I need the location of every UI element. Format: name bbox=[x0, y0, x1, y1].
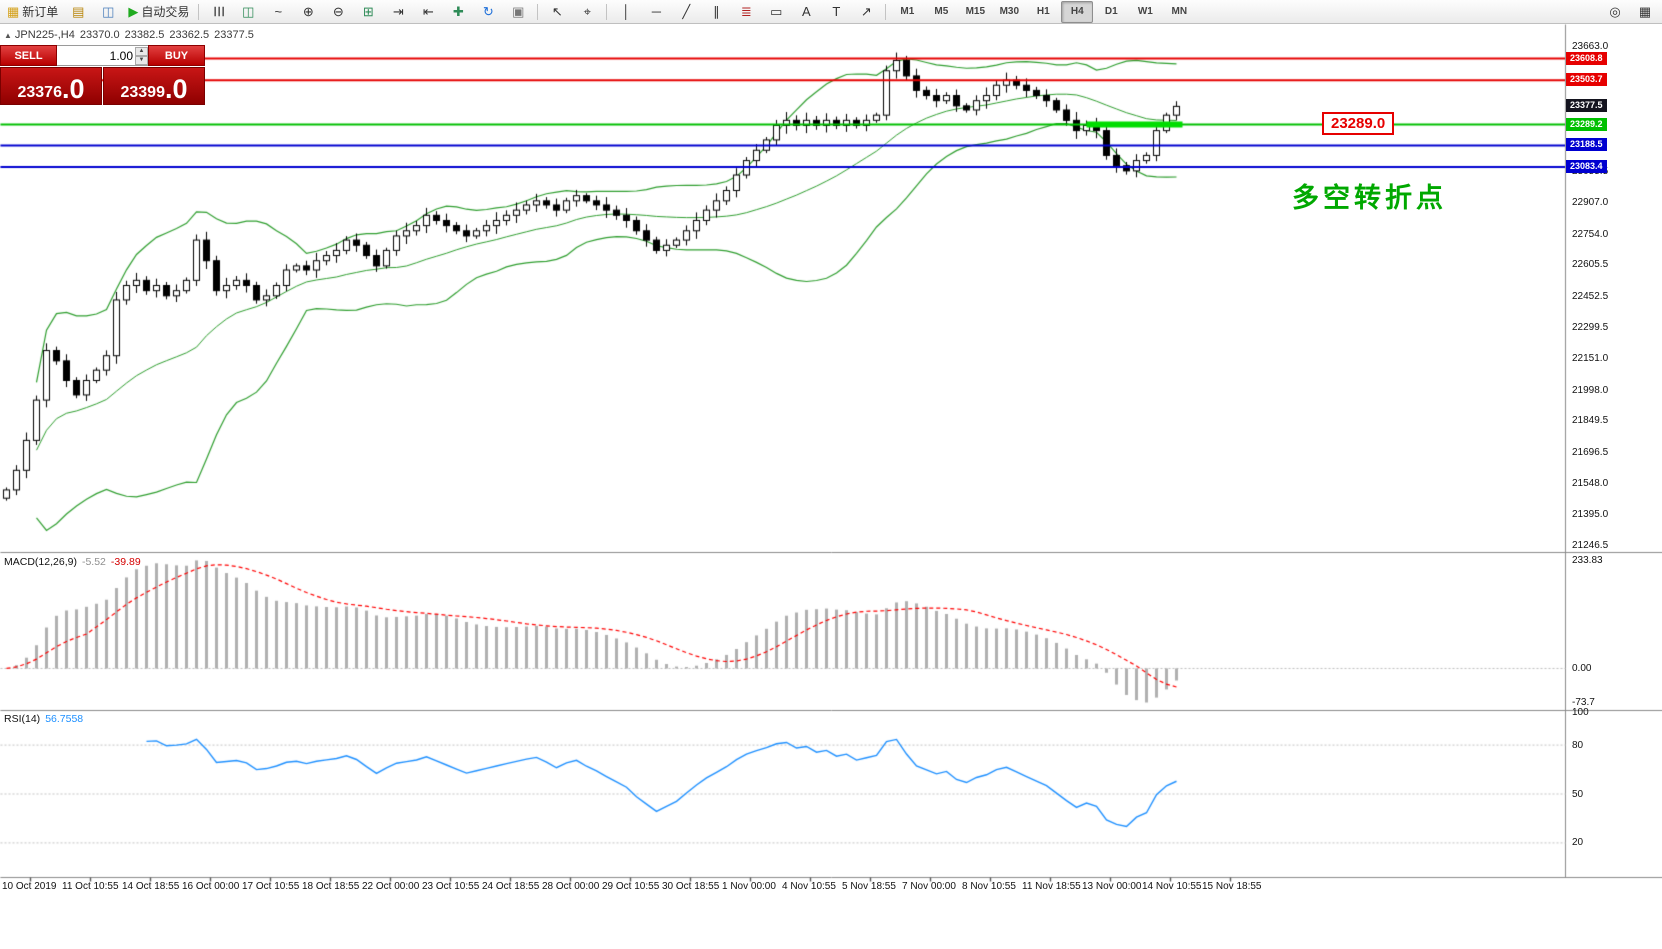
rsi-value: 56.7558 bbox=[45, 713, 84, 725]
timeframe-m15-button[interactable]: M15 bbox=[965, 6, 986, 17]
timeframe-m30-button[interactable]: M30 bbox=[999, 6, 1020, 17]
cursor-tool-icon: ↖ bbox=[551, 4, 563, 19]
macd-signal-value: -39.89 bbox=[110, 556, 141, 568]
buy-button[interactable]: BUY bbox=[148, 45, 205, 66]
new-chart-icon: ✚ bbox=[452, 4, 464, 19]
sell-price-main: 23376 bbox=[17, 84, 62, 101]
cursor-tool-button[interactable]: ↖ bbox=[543, 1, 571, 23]
toolbar-separator bbox=[606, 3, 608, 20]
volume-field: ▲ ▼ bbox=[57, 45, 148, 66]
autotrading-play-icon: ▶ bbox=[128, 4, 139, 19]
channel-tool-button[interactable]: ∥ bbox=[702, 1, 730, 23]
timeframe-w1-button[interactable]: W1 bbox=[1137, 6, 1153, 17]
charts-profile-icon-button[interactable]: ▤ bbox=[64, 1, 92, 23]
macd-indicator-label: MACD(12,26,9) -5.52 -39.89 bbox=[4, 556, 141, 568]
market-watch-icon-icon: ◫ bbox=[102, 4, 115, 19]
text-tool-button[interactable]: A bbox=[792, 1, 820, 23]
fibonacci-tool-icon: ≣ bbox=[740, 4, 752, 19]
navigator-refresh-icon: ↻ bbox=[482, 4, 494, 19]
bar-chart-mode-icon: ☰ bbox=[210, 5, 226, 18]
vertical-line-tool-button[interactable]: │ bbox=[612, 1, 640, 23]
line-chart-mode-button[interactable]: ~ bbox=[264, 1, 292, 23]
rsi-indicator-label: RSI(14) 56.7558 bbox=[4, 713, 84, 725]
timeframe-h4-button[interactable]: H4 bbox=[1061, 0, 1094, 23]
navigator-refresh-button[interactable]: ↻ bbox=[474, 1, 502, 23]
symbol-name: JPN225-,H4 bbox=[14, 29, 75, 41]
trendline-tool-button[interactable]: ╱ bbox=[672, 1, 700, 23]
ohlc-close: 23377.5 bbox=[214, 29, 254, 41]
search-icon-button[interactable]: ◎ bbox=[1601, 1, 1629, 23]
zoom-in-button[interactable]: ⊕ bbox=[294, 1, 322, 23]
toolbar-separator bbox=[198, 3, 200, 20]
market-watch-icon-button[interactable]: ◫ bbox=[94, 1, 122, 23]
buy-price-button[interactable]: 23399.0 bbox=[103, 67, 205, 105]
window-layout-icon-button[interactable]: ▦ bbox=[1631, 1, 1659, 23]
sell-price-pips: .0 bbox=[61, 74, 85, 105]
search-icon-icon: ◎ bbox=[1609, 4, 1621, 19]
fibonacci-tool-button[interactable]: ≣ bbox=[732, 1, 760, 23]
tile-windows-icon: ⊞ bbox=[362, 4, 374, 19]
new-order-icon: ▦ bbox=[7, 4, 20, 19]
buy-price-pips: .0 bbox=[164, 74, 188, 105]
horizontal-line-tool-icon: ─ bbox=[651, 4, 661, 19]
zoom-out-button[interactable]: ⊖ bbox=[324, 1, 352, 23]
timeframe-m5-button[interactable]: M5 bbox=[934, 6, 949, 17]
vertical-line-tool-icon: │ bbox=[622, 4, 631, 19]
arrows-tool-button[interactable]: ↗ bbox=[852, 1, 880, 23]
turning-point-annotation[interactable]: 多空转折点 bbox=[1292, 183, 1447, 213]
volume-increment-button[interactable]: ▲ bbox=[135, 46, 148, 56]
ohlc-high: 23382.5 bbox=[124, 29, 165, 41]
tile-windows-button[interactable]: ⊞ bbox=[354, 1, 382, 23]
chart-shift-icon: ⇤ bbox=[422, 4, 434, 19]
volume-decrement-button[interactable]: ▼ bbox=[135, 55, 148, 65]
new-chart-button[interactable]: ✚ bbox=[444, 1, 472, 23]
zoom-in-icon: ⊕ bbox=[302, 4, 314, 19]
ohlc-low: 23362.5 bbox=[169, 29, 210, 41]
new-order-button[interactable]: ▦ 新订单 bbox=[7, 4, 59, 19]
auto-scroll-icon: ⇥ bbox=[392, 4, 404, 19]
horizontal-line-tool-button[interactable]: ─ bbox=[642, 1, 670, 23]
toolbar-separator bbox=[537, 3, 539, 20]
zoom-out-icon: ⊖ bbox=[332, 4, 344, 19]
price-callout-label[interactable]: 23289.0 bbox=[1322, 112, 1395, 135]
volume-input[interactable] bbox=[57, 47, 135, 64]
one-click-trading-widget: SELL ▲ ▼ BUY 23376.0 23399.0 bbox=[0, 45, 205, 105]
sell-price-button[interactable]: 23376.0 bbox=[0, 67, 102, 105]
timeframe-d1-button[interactable]: D1 bbox=[1104, 6, 1118, 17]
symbol-ohlc-header: ▲ JPN225-,H4 23370.0 23382.5 23362.5 23377.5 bbox=[4, 29, 259, 41]
crosshair-tool-button[interactable]: ⌖ bbox=[573, 1, 601, 23]
trendline-tool-icon: ╱ bbox=[682, 4, 691, 19]
bar-chart-mode-button[interactable]: ☰ bbox=[204, 1, 232, 23]
autotrading-button[interactable]: ▶ 自动交易 bbox=[128, 4, 190, 19]
ohlc-open: 23370.0 bbox=[79, 29, 120, 41]
label-tool-icon: T bbox=[832, 4, 841, 19]
charts-profile-icon-icon: ▤ bbox=[72, 4, 85, 19]
shapes-tool-button[interactable]: ▭ bbox=[762, 1, 790, 23]
label-tool-button[interactable]: T bbox=[822, 1, 850, 23]
timeframe-h1-button[interactable]: H1 bbox=[1036, 6, 1050, 17]
toolbar-separator bbox=[885, 3, 887, 20]
timeframe-mn-button[interactable]: MN bbox=[1171, 6, 1188, 17]
arrows-tool-icon: ↗ bbox=[860, 4, 872, 19]
toolbar: ▦ 新订单 ▤ ◫ ▶ 自动交易 ☰ ◫ ~ ⊕ ⊖ ⊞ ⇥ ⇤ ✚ ↻ ▣ ↖ ⌖ │ ─ ╱ ∥ ≣ ▭ A T ↗… bbox=[0, 0, 1662, 24]
buy-price-main: 23399 bbox=[120, 84, 165, 101]
chart-shift-button[interactable]: ⇤ bbox=[414, 1, 442, 23]
text-tool-icon: A bbox=[801, 4, 811, 19]
timeframe-m1-button[interactable]: M1 bbox=[900, 6, 915, 17]
auto-scroll-button[interactable]: ⇥ bbox=[384, 1, 412, 23]
crosshair-tool-icon: ⌖ bbox=[583, 4, 591, 19]
candlestick-mode-icon: ◫ bbox=[242, 4, 255, 19]
macd-value: -5.52 bbox=[81, 556, 106, 568]
collapse-icon[interactable]: ▲ bbox=[4, 31, 12, 40]
shapes-tool-icon: ▭ bbox=[770, 4, 783, 19]
screenshot-button[interactable]: ▣ bbox=[504, 1, 532, 23]
candlestick-mode-button[interactable]: ◫ bbox=[234, 1, 262, 23]
screenshot-icon: ▣ bbox=[512, 4, 525, 19]
channel-tool-icon: ∥ bbox=[713, 4, 720, 19]
line-chart-mode-icon: ~ bbox=[274, 4, 283, 19]
sell-button[interactable]: SELL bbox=[0, 45, 57, 66]
window-layout-icon-icon: ▦ bbox=[1638, 4, 1652, 19]
